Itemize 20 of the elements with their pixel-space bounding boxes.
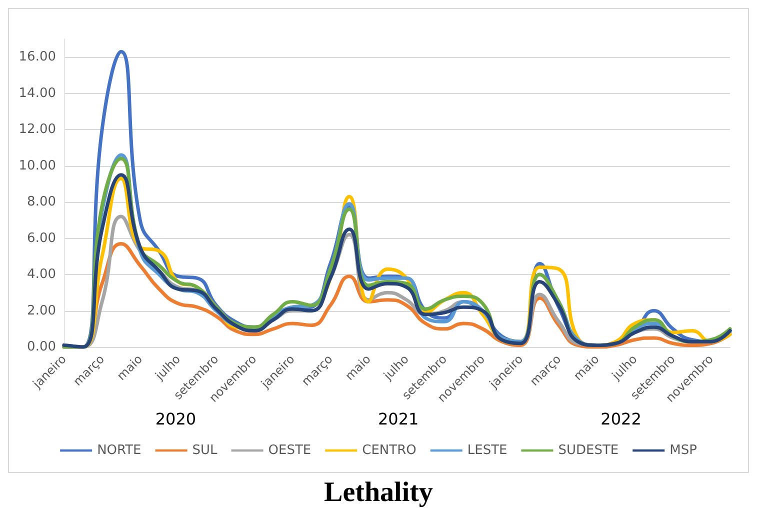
legend-label: SUDESTE — [558, 443, 619, 458]
y-tick-label: 12.00 — [18, 122, 56, 138]
y-tick-label: 0.00 — [27, 340, 56, 354]
y-tick-label: 16.00 — [18, 50, 56, 65]
text: 2022 — [600, 410, 642, 428]
text: 2020 — [155, 410, 196, 428]
y-tick-label: 10.00 — [18, 158, 56, 174]
legend-label: LESTE — [467, 443, 508, 458]
legend-label: SUL — [192, 443, 218, 458]
legend-label: NORTE — [97, 443, 142, 458]
y-tick-label: 6.00 — [27, 230, 56, 246]
legend-label: CENTRO — [362, 443, 416, 458]
y-tick-label: 2.00 — [27, 303, 56, 318]
y-tick-label: 4.00 — [27, 267, 56, 282]
y-tick-label: 8.00 — [27, 194, 56, 210]
text: Lethality — [323, 477, 434, 509]
legend-label: MSP — [670, 443, 698, 458]
text: 2021 — [378, 410, 419, 428]
legend-label: OESTE — [268, 443, 312, 458]
y-tick-label: 14.00 — [18, 86, 56, 101]
